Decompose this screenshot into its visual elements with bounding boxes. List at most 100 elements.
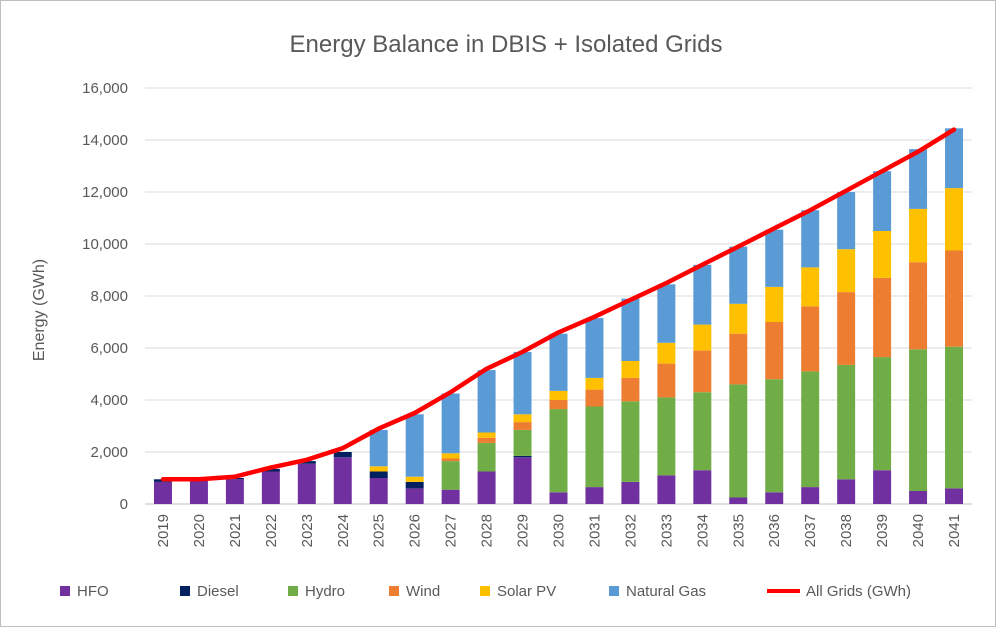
bar-segment [189, 480, 208, 504]
bar-segment [693, 324, 712, 351]
x-tick-label: 2040 [910, 514, 927, 547]
bar-segment [621, 298, 640, 361]
bar-segment [693, 350, 712, 393]
bar-segment [621, 361, 640, 378]
bar-segment [945, 346, 964, 489]
x-tick-label: 2023 [299, 514, 316, 547]
bar-segment [441, 453, 460, 459]
bar-segment [441, 461, 460, 490]
y-tick-label: 10,000 [82, 236, 128, 253]
chart-title: Energy Balance in DBIS + Isolated Grids [290, 31, 723, 58]
bar-segment [801, 267, 820, 307]
legend-label: Hydro [305, 583, 345, 600]
bar-segment [765, 379, 784, 493]
y-tick-label: 16,000 [82, 80, 128, 97]
legend-swatch [180, 586, 190, 596]
bar-segment [693, 392, 712, 471]
y-tick-label: 2,000 [90, 444, 128, 461]
total-line-path [160, 127, 957, 482]
y-tick-label: 6,000 [90, 340, 128, 357]
y-tick-label: 0 [120, 496, 128, 513]
bar-segment [837, 292, 856, 365]
y-tick-label: 8,000 [90, 288, 128, 305]
x-tick-label: 2024 [335, 514, 352, 547]
bar-segment [729, 333, 748, 385]
bar-segment [873, 357, 892, 471]
legend-label: Natural Gas [626, 583, 706, 600]
total-line [160, 127, 957, 482]
bars [153, 128, 964, 504]
bar-segment [477, 442, 496, 472]
bar-segment [549, 492, 568, 504]
x-tick-label: 2036 [766, 514, 783, 547]
bar-segment [909, 262, 928, 350]
bar-segment [585, 487, 604, 504]
bar-segment [657, 342, 676, 364]
bar-segment [549, 409, 568, 493]
bar-segment [909, 149, 928, 209]
bar-segment [801, 210, 820, 268]
legend-label: Diesel [197, 583, 239, 600]
x-tick-labels: 2019 2020 2021 2022 2023 2024 2025 2026 2027 2028… [155, 514, 963, 547]
legend-swatch [288, 586, 298, 596]
x-tick-label: 2038 [838, 514, 855, 547]
x-tick-label: 2020 [191, 514, 208, 547]
legend-swatch [609, 586, 619, 596]
bar-segment [837, 249, 856, 293]
bar-segment [477, 432, 496, 438]
bar-segment [585, 406, 604, 488]
bar-segment [765, 286, 784, 322]
bar-segment [873, 231, 892, 278]
legend-swatch [389, 586, 399, 596]
bar-segment [513, 351, 532, 415]
x-tick-label: 2039 [874, 514, 891, 547]
x-tick-label: 2030 [551, 514, 568, 547]
x-tick-label: 2025 [371, 514, 388, 547]
bar-segment [585, 389, 604, 407]
bar-segment [657, 475, 676, 504]
bar-segment [477, 370, 496, 433]
y-tick-label: 14,000 [82, 132, 128, 149]
legend-label: All Grids (GWh) [806, 583, 911, 600]
bar-segment [909, 208, 928, 263]
bar-segment [801, 306, 820, 372]
y-axis-label: Energy (GWh) [31, 259, 48, 361]
bar-segment [657, 397, 676, 476]
y-tick-label: 12,000 [82, 184, 128, 201]
legend: HFO Diesel Hydro Wind Solar PV Natural Gas All… [60, 583, 911, 600]
gridlines [145, 87, 972, 505]
x-tick-label: 2021 [227, 514, 244, 547]
bar-segment [369, 429, 388, 467]
y-tick-labels: 0 2,000 4,000 6,000 8,000 10,000 12,000 14,000 1… [82, 80, 128, 513]
bar-segment [513, 429, 532, 456]
bar-segment [837, 192, 856, 250]
bar-segment [513, 457, 532, 504]
bar-segment [621, 401, 640, 482]
bar-segment [441, 393, 460, 454]
bar-segment [261, 468, 280, 472]
x-tick-label: 2035 [730, 514, 747, 547]
bar-segment [765, 322, 784, 380]
bar-segment [801, 487, 820, 504]
bar-segment [369, 466, 388, 472]
bar-segment [477, 437, 496, 443]
legend-label: HFO [77, 583, 109, 600]
bar-segment [657, 284, 676, 343]
x-tick-label: 2032 [622, 514, 639, 547]
legend-swatch [480, 586, 490, 596]
legend-label: Solar PV [497, 583, 556, 600]
bar-segment [729, 246, 748, 304]
x-tick-label: 2041 [946, 514, 963, 547]
bar-segment [441, 489, 460, 504]
bar-segment [729, 384, 748, 498]
bar-segment [873, 171, 892, 231]
bar-segment [909, 349, 928, 491]
bar-segment [297, 463, 316, 504]
bar-segment [909, 491, 928, 504]
bar-segment [621, 481, 640, 504]
bar-segment [693, 470, 712, 504]
legend-swatch [60, 586, 70, 596]
legend-label: Wind [406, 583, 440, 600]
bar-segment [261, 471, 280, 504]
